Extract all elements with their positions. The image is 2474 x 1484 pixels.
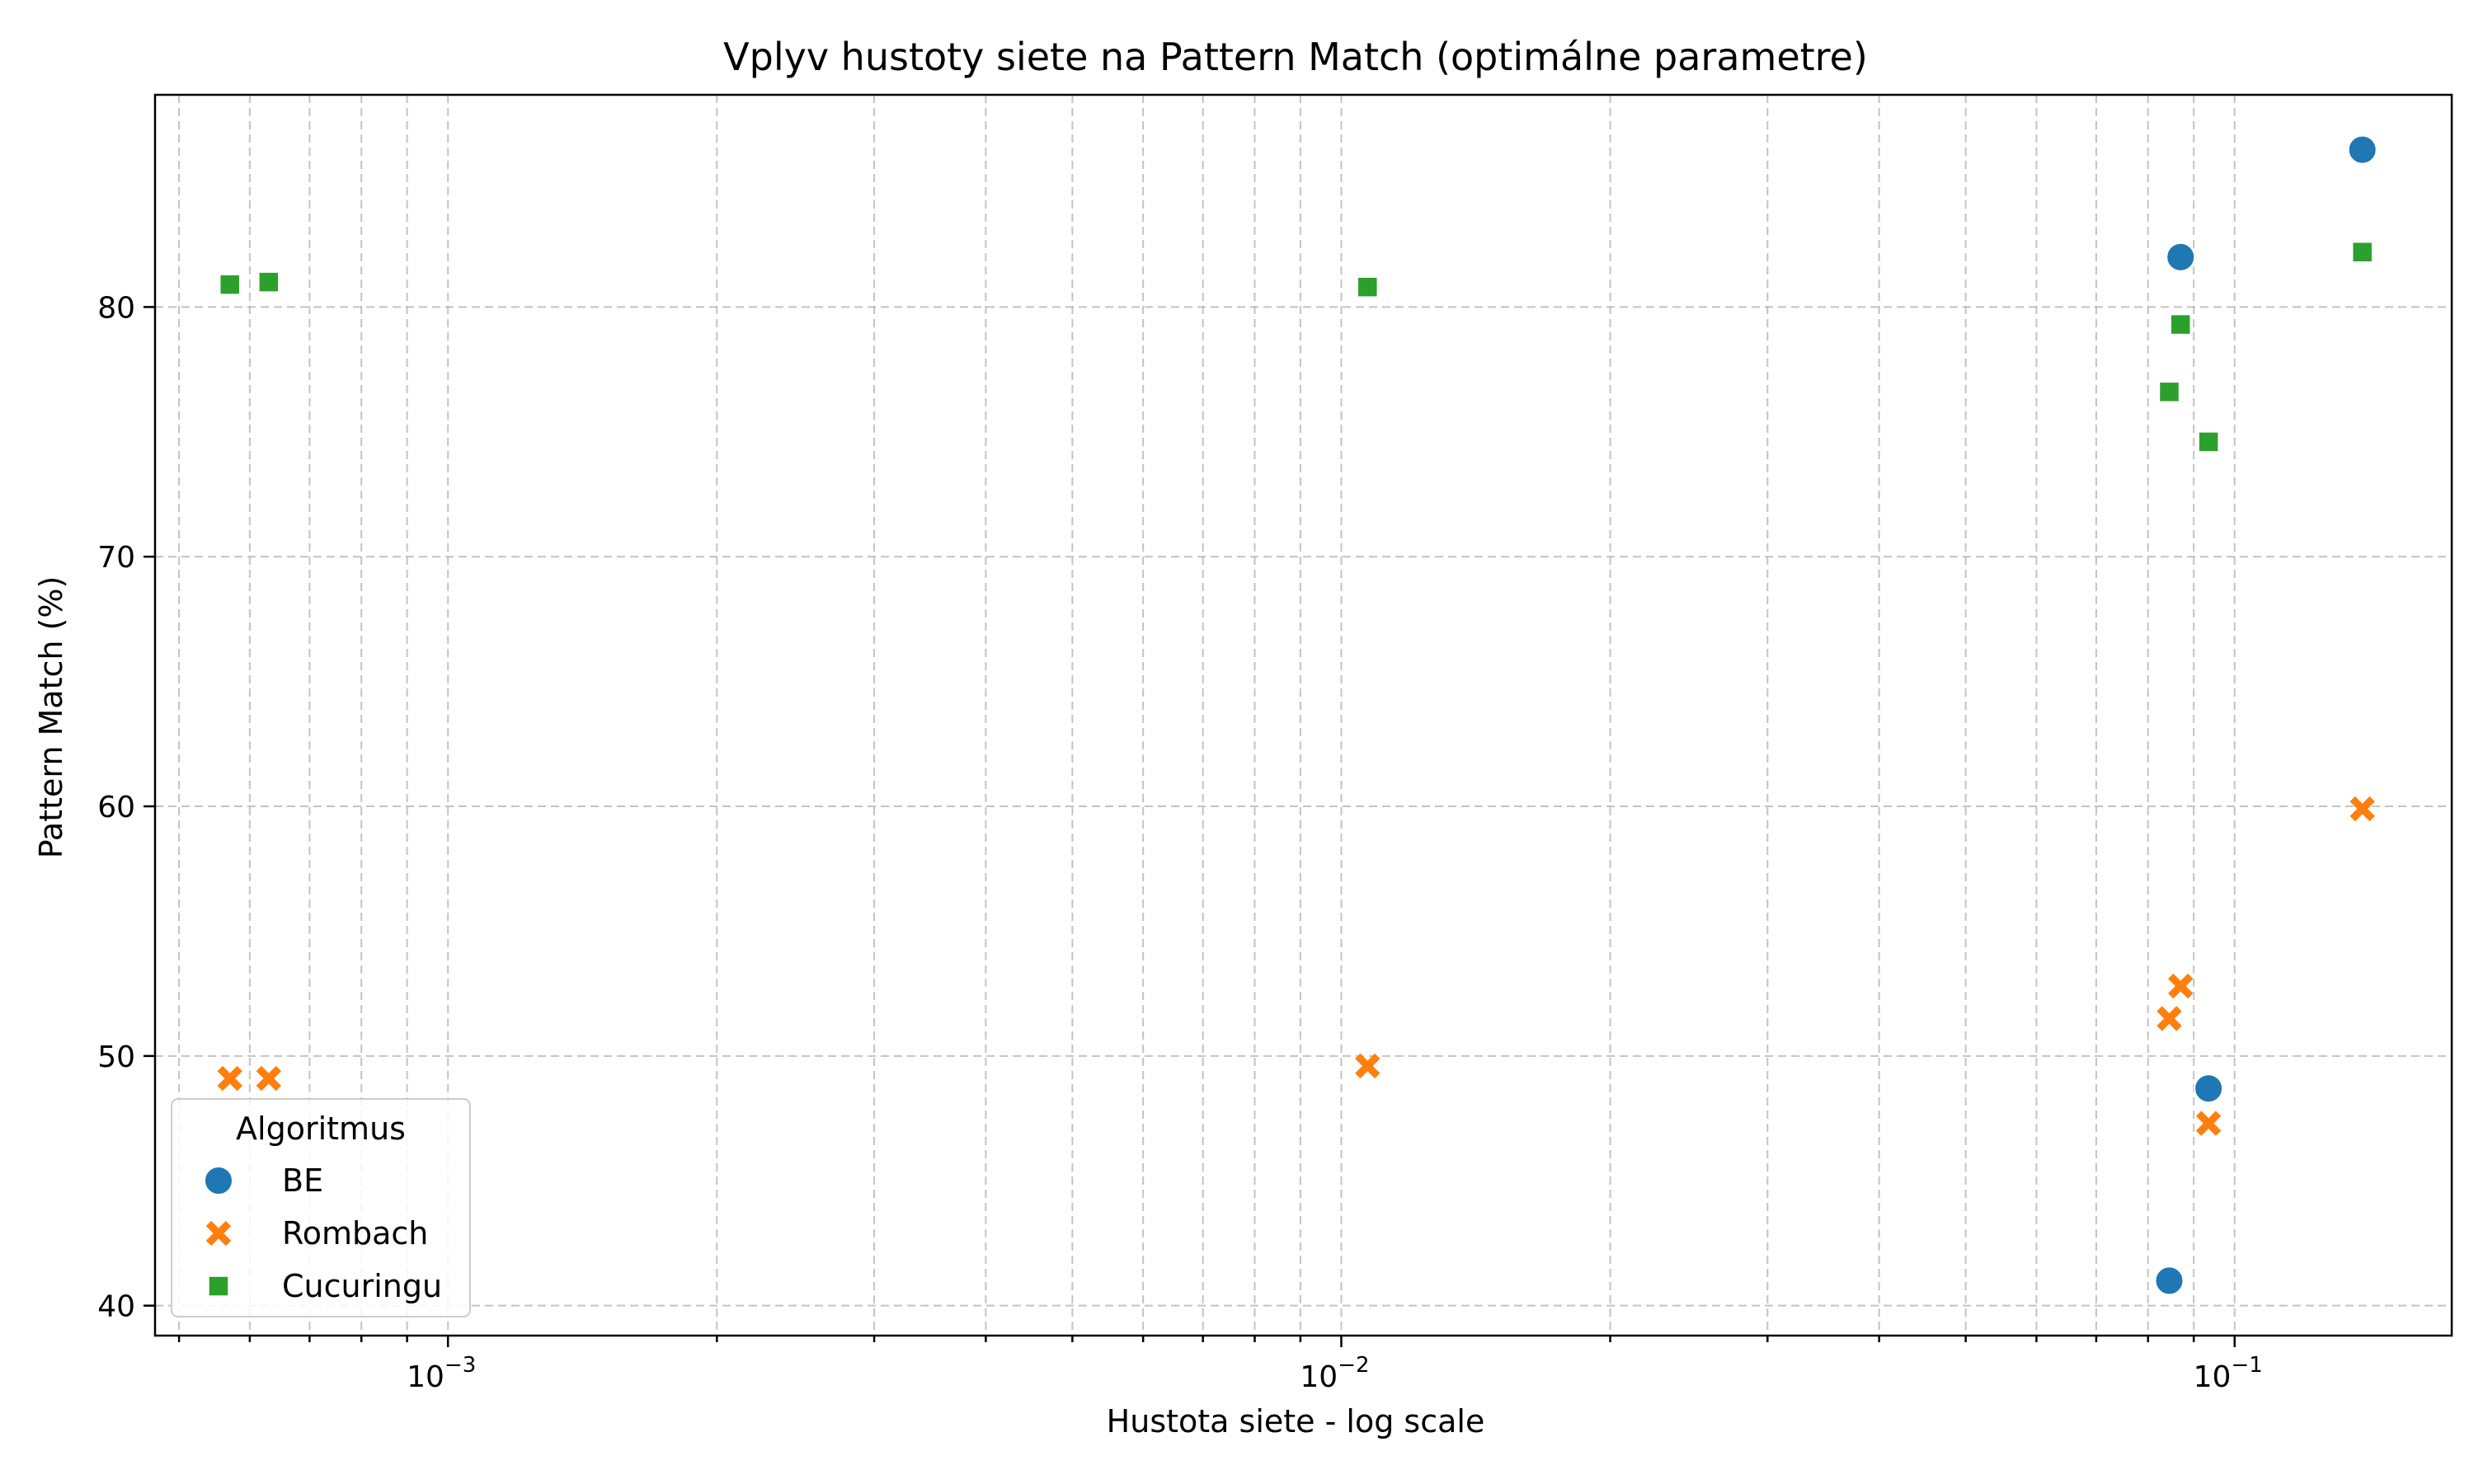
y-tick-label: 40 (97, 1290, 135, 1324)
data-point-be (2166, 242, 2196, 272)
y-tick-label: 80 (97, 291, 135, 325)
legend-label-rombach: Rombach (282, 1215, 428, 1252)
data-point-cucuringu (2351, 242, 2373, 263)
data-point-be (2347, 134, 2378, 165)
data-point-cucuringu (2170, 313, 2191, 336)
legend-marker-cucuringu (208, 1275, 229, 1297)
legend: Algoritmus BE Rombach Cucuringu (171, 1098, 471, 1317)
y-axis-label: Pattern Match (%) (33, 576, 69, 859)
data-point-rombach (217, 1065, 242, 1092)
legend-label-be: BE (282, 1162, 323, 1199)
y-tick-label: 70 (97, 541, 135, 575)
data-point-rombach (1355, 1053, 1380, 1079)
data-point-rombach (2157, 1006, 2182, 1031)
data-point-rombach (2349, 796, 2375, 822)
data-point-be (2154, 1266, 2185, 1296)
x-axis-label: Hustota siete - log scale (1107, 1403, 1485, 1439)
legend-marker-rombach (205, 1220, 232, 1247)
data-point-cucuringu (2158, 381, 2180, 403)
legend-marker-be (204, 1166, 233, 1195)
plot-area-frame (153, 93, 2453, 1337)
legend-box (171, 1098, 471, 1317)
data-point-cucuringu (258, 271, 280, 293)
data-point-rombach (2168, 973, 2194, 999)
chart-title: Vplyv hustoty siete na Pattern Match (op… (723, 35, 1868, 79)
data-point-rombach (256, 1065, 282, 1092)
axis-ticks: 10−3 10−2 10−1 40 50 60 70 80 (97, 291, 2263, 1394)
data-point-cucuringu (2198, 431, 2219, 453)
x-tick-label: 10−1 (2194, 1353, 2263, 1394)
data-points (217, 134, 2378, 1296)
data-point-be (2194, 1073, 2224, 1104)
data-point-cucuringu (219, 274, 241, 295)
legend-title: Algoritmus (236, 1111, 406, 1147)
x-tick-label: 10−2 (1300, 1353, 1369, 1394)
data-point-cucuringu (1357, 276, 1379, 298)
x-tick-label: 10−3 (407, 1353, 476, 1394)
y-tick-label: 60 (97, 791, 135, 824)
legend-label-cucuringu: Cucuringu (282, 1268, 442, 1304)
data-point-rombach (2195, 1111, 2222, 1136)
legend-items: BE Rombach Cucuringu (204, 1162, 442, 1304)
y-tick-label: 50 (97, 1040, 135, 1074)
